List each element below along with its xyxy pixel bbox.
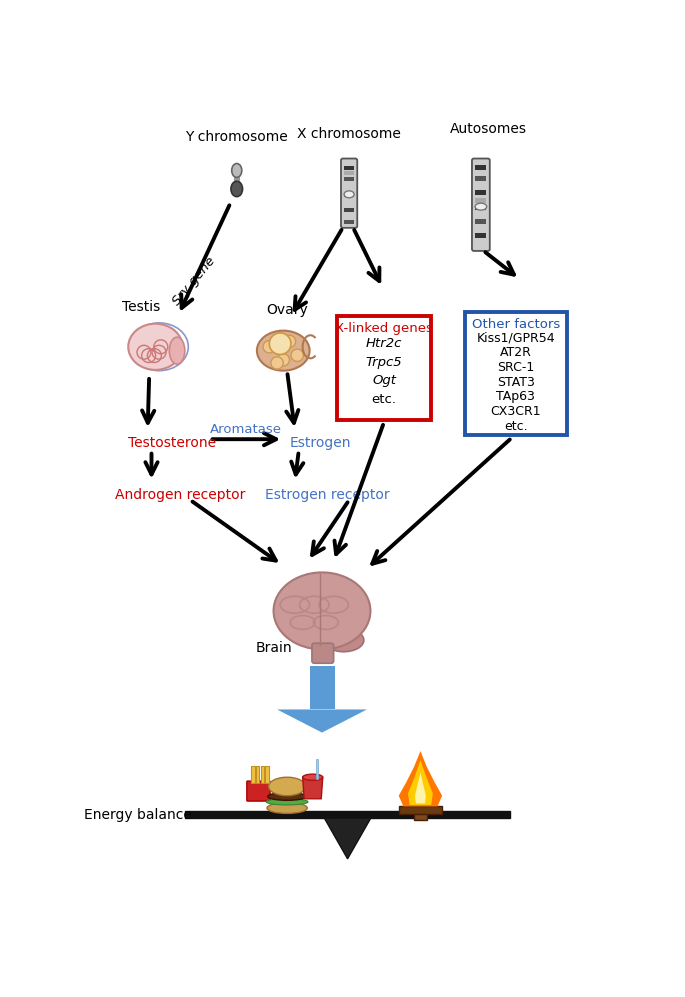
Text: Energy balance: Energy balance [84,808,192,822]
Bar [475,176,486,181]
Ellipse shape [273,572,371,649]
Bar [185,812,510,818]
Polygon shape [277,710,367,733]
Circle shape [271,357,284,369]
Bar [475,170,486,175]
Text: Estrogen receptor: Estrogen receptor [265,488,390,501]
Polygon shape [303,778,323,799]
Ellipse shape [266,799,308,805]
Text: Brain: Brain [256,641,292,655]
Ellipse shape [475,203,486,210]
Ellipse shape [268,793,306,801]
Ellipse shape [231,181,242,196]
Ellipse shape [269,778,306,796]
Text: X-linked genes: X-linked genes [335,322,433,335]
Text: Y chromosome: Y chromosome [186,130,288,144]
Text: STAT3: STAT3 [497,376,535,389]
Text: Autosomes: Autosomes [450,122,527,136]
FancyBboxPatch shape [341,159,358,228]
Circle shape [291,349,303,362]
Bar [345,170,353,175]
Bar [337,316,432,420]
Text: Ogt: Ogt [372,374,396,387]
Text: Other factors: Other factors [472,318,560,331]
Ellipse shape [323,629,364,652]
Polygon shape [415,773,426,804]
Text: Aromatase: Aromatase [210,423,282,436]
Bar [475,165,486,169]
Circle shape [277,354,290,366]
Bar [475,197,486,202]
Circle shape [284,335,296,348]
Circle shape [269,333,291,355]
Polygon shape [408,761,433,805]
Bar [345,201,353,205]
Bar [475,226,486,231]
Bar [414,801,427,821]
Bar [345,214,353,218]
Ellipse shape [169,337,185,364]
Polygon shape [399,751,442,807]
Text: Estrogen: Estrogen [290,436,351,450]
Bar [345,166,353,169]
Ellipse shape [257,331,310,371]
Bar [475,219,486,223]
Bar [475,189,486,194]
Text: Ovary: Ovary [266,303,308,317]
Text: Testosterone: Testosterone [128,436,216,450]
Text: AT2R: AT2R [500,346,532,360]
FancyBboxPatch shape [247,781,270,802]
Bar [251,767,255,784]
Text: Testis: Testis [123,300,160,314]
Text: Androgen receptor: Androgen receptor [115,488,245,501]
Bar [345,176,353,181]
Text: CX3CR1: CX3CR1 [490,405,541,418]
Text: Sry gene: Sry gene [170,254,218,308]
Text: etc.: etc. [504,420,527,433]
FancyBboxPatch shape [472,159,490,251]
Bar [475,233,486,238]
Bar [345,182,353,187]
Bar [316,759,318,779]
Bar [345,207,353,211]
Bar [345,220,353,224]
Bar [261,767,264,784]
Ellipse shape [128,324,182,370]
Bar [345,193,353,197]
Bar [475,182,486,187]
Ellipse shape [232,164,242,177]
Text: etc.: etc. [371,393,397,406]
Text: TAp63: TAp63 [497,391,535,404]
Text: Htr2c: Htr2c [366,337,402,350]
Bar [265,767,269,784]
Text: Trpc5: Trpc5 [366,356,402,369]
Bar [234,176,240,185]
Text: SRC-1: SRC-1 [497,361,534,374]
Bar [464,312,567,436]
Bar [310,666,335,710]
Ellipse shape [267,803,308,814]
Ellipse shape [344,190,354,197]
Ellipse shape [303,774,323,781]
Bar [256,767,259,784]
Bar [399,807,442,815]
Text: Kiss1/GPR54: Kiss1/GPR54 [477,332,555,345]
Bar [475,204,486,209]
Polygon shape [324,818,371,858]
FancyBboxPatch shape [312,643,334,663]
Bar [475,211,486,216]
Bar [475,240,486,245]
Text: X chromosome: X chromosome [297,127,401,141]
Circle shape [263,341,275,353]
